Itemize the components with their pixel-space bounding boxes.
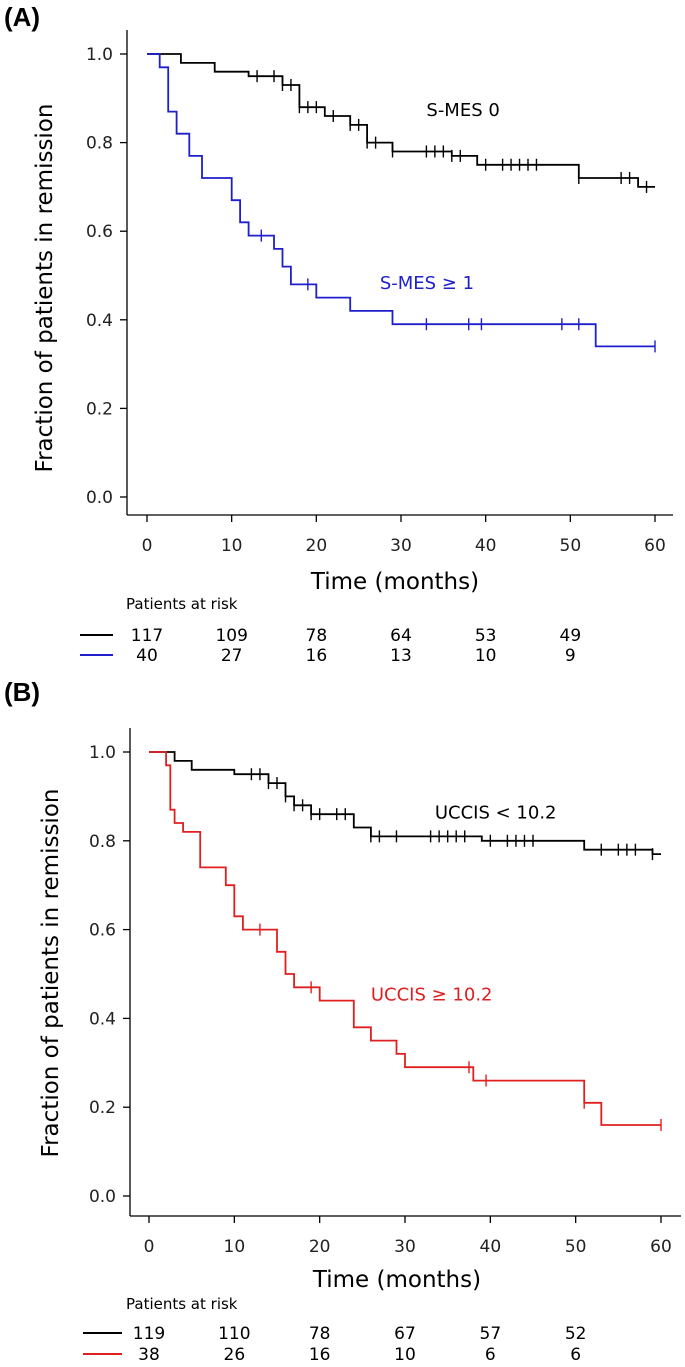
km-curve-series-0 (147, 53, 655, 188)
y-tick-label: 1.0 (89, 743, 116, 763)
y-tick-label: 0.6 (86, 222, 113, 242)
risk-count: 26 (224, 1345, 246, 1365)
km-curve-series-1 (149, 751, 661, 1126)
risk-count: 27 (221, 646, 243, 666)
y-tick-label: 0.4 (89, 1009, 116, 1029)
x-tick-label: 0 (144, 1237, 155, 1257)
risk-count: 67 (394, 1324, 416, 1344)
risk-count: 109 (215, 626, 247, 646)
x-tick-label: 30 (394, 1237, 416, 1257)
panel-b: (B) Fraction of patients in remission Ti… (4, 677, 681, 1365)
y-tick-label: 0.2 (89, 1098, 116, 1118)
y-tick-label: 0.8 (86, 134, 113, 154)
y-tick-label: 0.6 (89, 921, 116, 941)
risk-count: 117 (131, 626, 163, 646)
x-tick-label: 40 (475, 536, 497, 556)
risk-count: 52 (565, 1324, 587, 1344)
panel-a: (A) Fraction of patients in remission Ti… (4, 2, 673, 666)
y-axis-title: Fraction of patients in remission (38, 789, 64, 1158)
x-tick-label: 50 (565, 1237, 587, 1257)
risk-count: 16 (306, 646, 328, 666)
risk-count: 49 (560, 626, 582, 646)
panel-label: (A) (4, 2, 40, 32)
risk-count: 78 (309, 1324, 331, 1344)
risk-count: 10 (475, 646, 497, 666)
x-tick-label: 10 (221, 536, 243, 556)
y-tick-label: 1.0 (86, 45, 113, 65)
series-annotation: UCCIS < 10.2 (435, 803, 557, 824)
x-axis-title: Time (months) (312, 1267, 481, 1293)
risk-count: 53 (475, 626, 497, 646)
x-tick-label: 20 (306, 536, 328, 556)
km-curve-series-1 (147, 53, 655, 348)
risk-count: 9 (565, 646, 576, 666)
risk-count: 119 (133, 1324, 165, 1344)
km-curve-series-0 (149, 751, 661, 855)
risk-count: 16 (309, 1345, 331, 1365)
series-annotation: UCCIS ≥ 10.2 (371, 985, 493, 1006)
y-tick-label: 0.4 (86, 311, 113, 331)
panel-label: (B) (4, 677, 40, 707)
y-tick-label: 0.0 (86, 488, 113, 508)
risk-table-title: Patients at risk (126, 595, 238, 613)
risk-count: 10 (394, 1345, 416, 1365)
y-tick-label: 0.0 (89, 1187, 116, 1207)
risk-count: 38 (138, 1345, 160, 1365)
risk-count: 78 (306, 626, 328, 646)
x-tick-label: 50 (560, 536, 582, 556)
x-tick-label: 0 (142, 536, 153, 556)
risk-count: 40 (136, 646, 158, 666)
risk-count: 57 (480, 1324, 502, 1344)
risk-table-title: Patients at risk (126, 1295, 238, 1313)
risk-count: 110 (218, 1324, 250, 1344)
risk-count: 64 (390, 626, 412, 646)
series-annotation: S-MES 0 (426, 100, 499, 121)
y-tick-label: 0.8 (89, 832, 116, 852)
x-tick-label: 10 (224, 1237, 246, 1257)
y-tick-label: 0.2 (86, 399, 113, 419)
x-axis-title: Time (months) (310, 569, 479, 595)
x-tick-label: 30 (390, 536, 412, 556)
series-annotation: S-MES ≥ 1 (380, 273, 474, 294)
x-tick-label: 40 (480, 1237, 502, 1257)
risk-count: 6 (570, 1345, 581, 1365)
risk-count: 6 (485, 1345, 496, 1365)
risk-count: 13 (390, 646, 412, 666)
y-axis-title: Fraction of patients in remission (32, 104, 58, 473)
x-tick-label: 60 (650, 1237, 672, 1257)
x-tick-label: 60 (644, 536, 666, 556)
x-tick-label: 20 (309, 1237, 331, 1257)
